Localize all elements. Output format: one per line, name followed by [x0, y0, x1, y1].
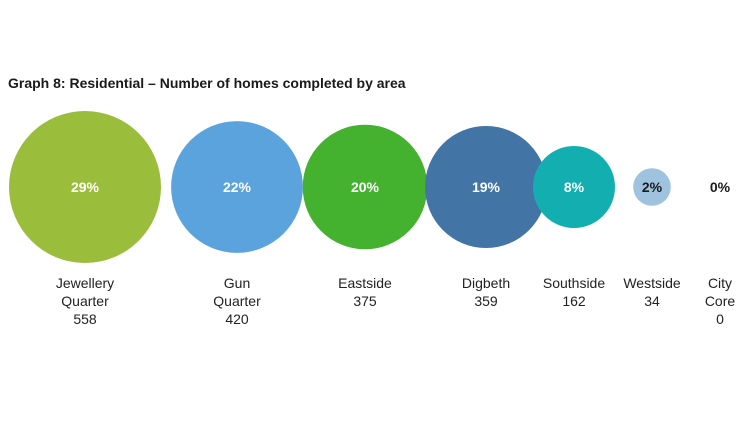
bubble-southside — [533, 146, 615, 228]
bubble-digbeth — [425, 126, 547, 248]
value-label-city-core: 0 — [716, 311, 724, 327]
value-label-digbeth: 359 — [474, 293, 498, 309]
percent-label-gun-quarter: 22% — [223, 179, 252, 195]
category-label-city-core: Core — [705, 293, 736, 309]
percent-label-jewellery-quarter: 29% — [71, 179, 100, 195]
bubble-jewellery-quarter — [9, 111, 161, 263]
category-label-jewellery-quarter: Jewellery — [56, 275, 114, 291]
value-label-southside: 162 — [562, 293, 586, 309]
value-label-gun-quarter: 420 — [225, 311, 249, 327]
value-label-eastside: 375 — [353, 293, 377, 309]
percent-label-westside: 2% — [642, 179, 663, 195]
percent-label-digbeth: 19% — [472, 179, 501, 195]
bubble-eastside — [302, 124, 428, 250]
bubble-gun-quarter — [171, 121, 303, 253]
percent-label-southside: 8% — [564, 179, 585, 195]
percent-label-city-core: 0% — [710, 179, 731, 195]
category-label-southside: Southside — [543, 275, 605, 291]
percent-label-eastside: 20% — [351, 179, 380, 195]
chart-title: Graph 8: Residential – Number of homes c… — [8, 75, 406, 91]
category-label-gun-quarter: Quarter — [213, 293, 261, 309]
category-label-gun-quarter: Gun — [224, 275, 250, 291]
category-label-digbeth: Digbeth — [462, 275, 510, 291]
category-label-eastside: Eastside — [338, 275, 392, 291]
category-label-westside: Westside — [623, 275, 681, 291]
category-label-city-core: City — [708, 275, 732, 291]
value-label-westside: 34 — [644, 293, 660, 309]
value-label-jewellery-quarter: 558 — [73, 311, 97, 327]
category-label-jewellery-quarter: Quarter — [61, 293, 109, 309]
bubble-westside — [633, 168, 671, 206]
